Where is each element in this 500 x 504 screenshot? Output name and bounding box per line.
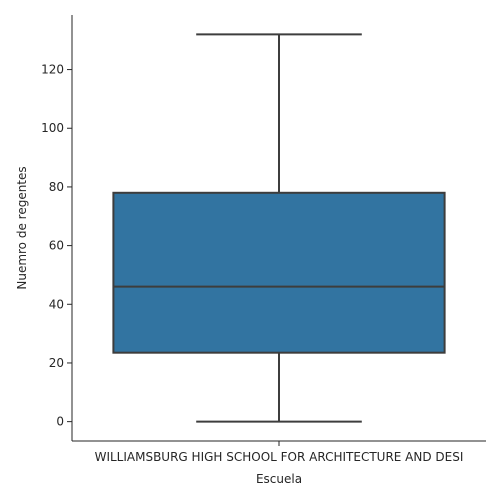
x-axis-title: Escuela: [256, 472, 302, 486]
plot-area: [112, 33, 446, 423]
y-tick-label: 40: [49, 297, 64, 311]
y-tick-label: 80: [49, 180, 64, 194]
y-tick-label: 0: [56, 415, 64, 429]
y-axis-ticks: 0 20 40 60 80 100 120: [41, 63, 72, 429]
x-axis-ticks: WILLIAMSBURG HIGH SCHOOL FOR ARCHITECTUR…: [95, 441, 464, 464]
y-tick-label: 120: [41, 63, 64, 77]
y-tick-label: 60: [49, 239, 64, 253]
y-tick-label: 20: [49, 356, 64, 370]
x-tick-label: WILLIAMSBURG HIGH SCHOOL FOR ARCHITECTUR…: [95, 450, 464, 464]
iqr-box: [112, 191, 446, 354]
y-axis-title: Nuemro de regentes: [15, 166, 29, 289]
y-tick-label: 100: [41, 121, 64, 135]
